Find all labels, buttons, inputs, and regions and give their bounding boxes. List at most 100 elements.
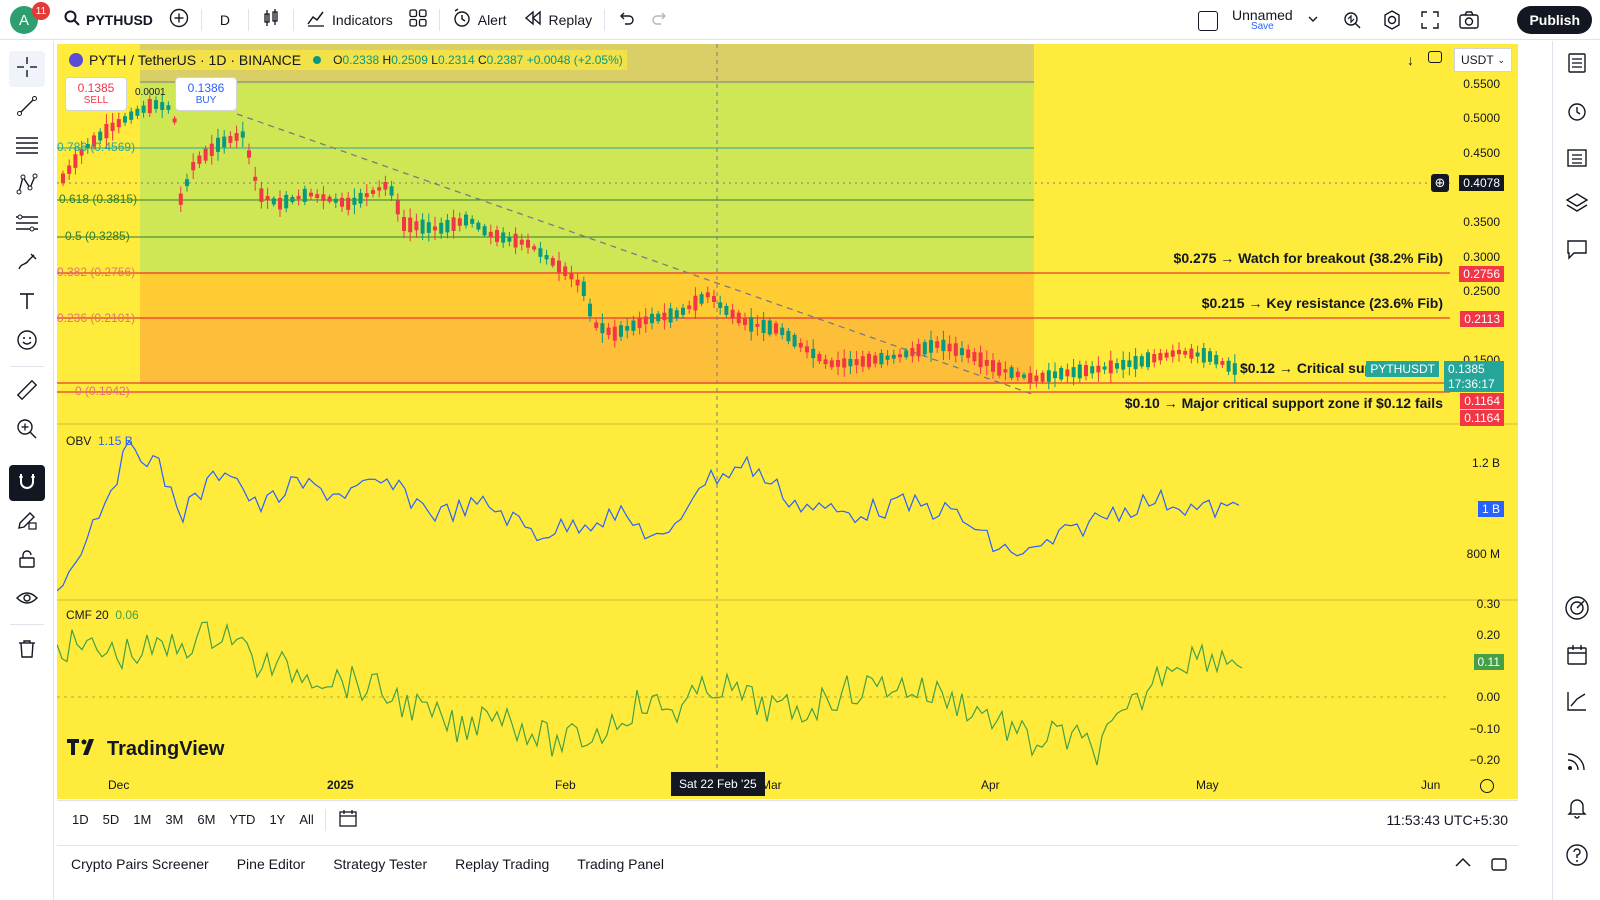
ideas-button[interactable] <box>1561 594 1593 626</box>
annotation-major-support[interactable]: $0.10 → Major critical support zone if $… <box>1124 395 1443 411</box>
range-5d-button[interactable]: 5D <box>102 812 120 827</box>
camera-icon[interactable] <box>1458 9 1480 36</box>
candle-body <box>588 303 592 317</box>
interval-button[interactable]: D <box>206 0 244 40</box>
goto-date-icon[interactable] <box>330 808 366 831</box>
maximize-panel-icon[interactable] <box>1490 855 1508 876</box>
brush-icon <box>16 251 38 278</box>
brush-tool[interactable] <box>9 246 45 282</box>
lock-all-tool[interactable] <box>9 543 45 579</box>
fullscreen-icon[interactable] <box>1420 10 1440 35</box>
range-1y-button[interactable]: 1Y <box>269 812 286 827</box>
tab-replay-trading[interactable]: Replay Trading <box>455 855 550 872</box>
candle-body <box>774 323 778 334</box>
layout-name-button[interactable]: Unnamed Save <box>1232 8 1293 33</box>
compare-symbol-button[interactable] <box>161 0 197 40</box>
candle-body <box>699 294 704 304</box>
cmf-legend[interactable]: CMF 20 0.06 <box>66 608 139 622</box>
candle-body <box>1071 367 1076 378</box>
list-add-icon <box>1565 145 1589 174</box>
magnet-tool[interactable] <box>9 465 45 501</box>
tab-trading-panel[interactable]: Trading Panel <box>577 855 664 872</box>
candle-body <box>705 292 710 298</box>
chart-legend[interactable]: PYTH / TetherUS · 1D · BINANCE O0.2338 H… <box>65 50 627 70</box>
replay-button[interactable]: Replay <box>515 0 601 40</box>
chart-settings-icon[interactable] <box>1480 779 1494 793</box>
quick-search-icon[interactable] <box>1342 10 1362 35</box>
candle-body <box>1096 365 1101 373</box>
object-tree-button[interactable] <box>1561 143 1593 175</box>
range-1d-button[interactable]: 1D <box>72 812 89 827</box>
candle-body <box>749 317 754 332</box>
chat-button[interactable] <box>1561 235 1593 267</box>
remove-drawings-tool[interactable] <box>9 633 45 669</box>
trading-button[interactable] <box>1561 687 1593 719</box>
layout-checkbox[interactable] <box>1198 11 1218 31</box>
alerts-button[interactable] <box>1561 97 1593 129</box>
chevron-down-icon[interactable] <box>1307 12 1319 30</box>
chart-type-button[interactable] <box>253 0 289 40</box>
trend-line-tool[interactable] <box>9 90 45 126</box>
add-plus-icon[interactable]: ⊕ <box>1431 174 1449 192</box>
layers-icon <box>1565 191 1589 220</box>
annotation-breakout[interactable]: $0.275 → Watch for breakout (38.2% Fib) <box>1173 250 1443 266</box>
symbol-search-button[interactable]: PYTHUSD <box>56 0 161 40</box>
candle-body <box>135 108 140 116</box>
calendar-button[interactable] <box>1561 641 1593 673</box>
lock-drawing-tool[interactable] <box>9 504 45 540</box>
candle-body <box>110 122 115 132</box>
buy-button[interactable]: 0.1386 BUY <box>175 77 237 111</box>
currency-select[interactable]: USDT ⌄ <box>1454 48 1512 72</box>
emoji-tool[interactable] <box>9 324 45 360</box>
rewind-icon <box>523 8 543 31</box>
layers-button[interactable] <box>1561 189 1593 221</box>
range-1m-button[interactable]: 1M <box>133 812 152 827</box>
range-6m-button[interactable]: 6M <box>197 812 216 827</box>
tab-pine-editor[interactable]: Pine Editor <box>236 855 306 872</box>
text-tool[interactable] <box>9 285 45 321</box>
range-all-button[interactable]: All <box>299 812 314 827</box>
forecasting-tool[interactable] <box>9 207 45 243</box>
auto-scale-icon[interactable] <box>1428 51 1442 63</box>
divider <box>10 624 44 625</box>
pattern-tool[interactable] <box>9 168 45 204</box>
tab-crypto-screener[interactable]: Crypto Pairs Screener <box>71 855 209 872</box>
redo-button[interactable] <box>643 0 677 40</box>
candle-body <box>1121 359 1126 370</box>
chart-area[interactable]: PYTH / TetherUS · 1D · BINANCE O0.2338 H… <box>57 44 1518 799</box>
hide-drawings-tool[interactable] <box>9 582 45 618</box>
divider <box>248 8 250 31</box>
crosshair-tool[interactable] <box>9 51 45 87</box>
candle-body <box>327 196 332 202</box>
notifications-button[interactable] <box>1561 793 1593 825</box>
candle-body <box>154 100 158 109</box>
tab-strategy-tester[interactable]: Strategy Tester <box>333 855 428 872</box>
symbol-price-tag: PYTHUSDT <box>1366 361 1439 377</box>
smiley-icon <box>16 329 38 356</box>
settings-gear-icon[interactable] <box>1381 9 1403 36</box>
zoom-tool[interactable] <box>9 413 45 449</box>
streams-button[interactable] <box>1561 747 1593 779</box>
candle-body <box>395 200 400 215</box>
obv-legend[interactable]: OBV 1.15 B <box>66 434 133 448</box>
sell-button[interactable]: 0.1385 SELL <box>65 77 127 111</box>
candle-body <box>836 360 840 367</box>
undo-button[interactable] <box>609 0 643 40</box>
indicators-button[interactable]: Indicators <box>298 0 401 40</box>
tradingview-logo: TradingView <box>67 738 224 761</box>
watchlist-button[interactable] <box>1561 49 1593 81</box>
fib-retracement-tool[interactable] <box>9 129 45 165</box>
templates-button[interactable] <box>401 0 435 40</box>
annotation-critical-support[interactable]: $0.12 → Critical supp <box>1240 360 1382 376</box>
range-ytd-button[interactable]: YTD <box>229 812 256 827</box>
help-button[interactable] <box>1561 841 1593 873</box>
annotation-resistance[interactable]: $0.215 → Key resistance (23.6% Fib) <box>1201 295 1443 311</box>
range-3m-button[interactable]: 3M <box>165 812 184 827</box>
chevron-up-icon[interactable] <box>1454 855 1472 872</box>
publish-button[interactable]: Publish <box>1517 6 1592 34</box>
download-arrow-icon[interactable]: ↓ <box>1407 52 1414 68</box>
measure-tool[interactable] <box>9 374 45 410</box>
timezone-clock[interactable]: 11:53:43 UTC+5:30 <box>1386 811 1508 828</box>
alert-button[interactable]: Alert <box>444 0 515 40</box>
chart-canvas[interactable] <box>57 44 1518 799</box>
